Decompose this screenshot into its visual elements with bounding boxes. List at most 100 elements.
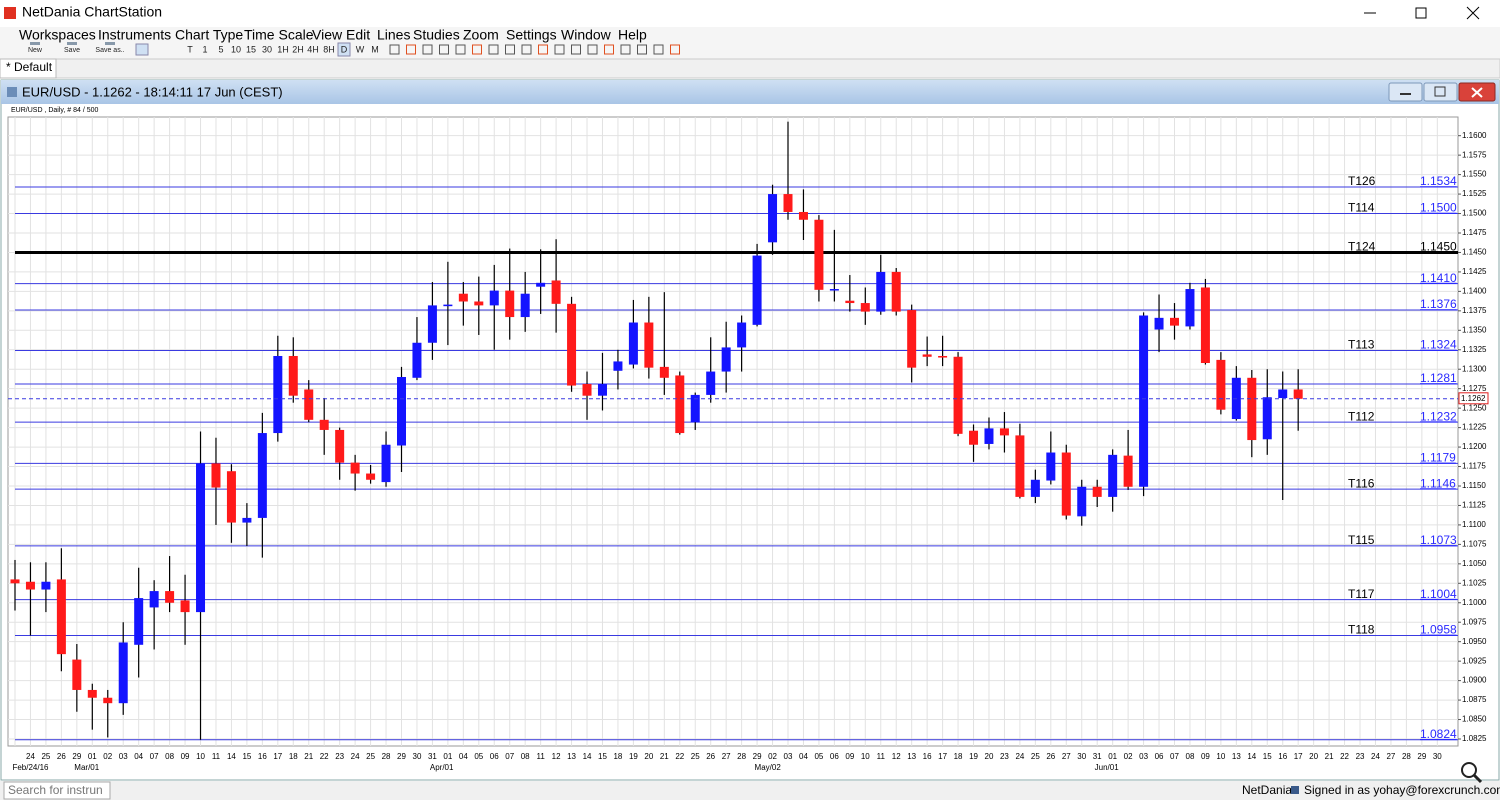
- toolbar-button[interactable]: Save: [64, 47, 80, 54]
- menu-item[interactable]: Help: [618, 27, 647, 43]
- status-bar: [0, 781, 1500, 800]
- timescale-button[interactable]: 1: [202, 44, 207, 54]
- toolbar-button[interactable]: Save as..: [95, 47, 124, 54]
- toolbar-icon[interactable]: [455, 44, 466, 55]
- timescale-button[interactable]: 15: [246, 44, 256, 54]
- timescale-button[interactable]: 2H: [292, 44, 304, 54]
- status-icon: [1291, 786, 1299, 794]
- tab[interactable]: [0, 58, 57, 79]
- x-tick-label: 20: [1309, 752, 1318, 761]
- x-tick-label: 29: [72, 752, 81, 761]
- level-name: T117: [1348, 587, 1375, 601]
- search-box[interactable]: [3, 781, 111, 800]
- candle-body: [536, 282, 546, 287]
- x-tick-label: 20: [644, 752, 653, 761]
- x-tick-label: 02: [768, 752, 777, 761]
- timescale-button[interactable]: 10: [231, 44, 241, 54]
- toolbar-icon[interactable]: [472, 44, 482, 55]
- close-button[interactable]: [1466, 6, 1480, 20]
- x-tick-label: 06: [490, 752, 499, 761]
- candle-body: [1108, 454, 1118, 497]
- menu-item[interactable]: Workspaces: [19, 27, 96, 43]
- candle-body: [551, 280, 561, 304]
- toolbar-icon[interactable]: [620, 44, 631, 55]
- x-tick-label: 27: [722, 752, 731, 761]
- candle-body: [1216, 359, 1226, 410]
- tab-label[interactable]: * Default: [6, 60, 53, 74]
- toolbar-icon[interactable]: [505, 44, 515, 55]
- menu-item[interactable]: Zoom: [463, 27, 499, 43]
- toolbar-icon[interactable]: [538, 44, 548, 55]
- x-tick-label: 14: [1247, 752, 1256, 761]
- menu-item[interactable]: Studies: [413, 27, 460, 43]
- x-tick-label: 28: [382, 752, 391, 761]
- toolbar-icon[interactable]: [389, 44, 400, 55]
- candle-body: [999, 428, 1009, 436]
- chart-minimize[interactable]: [1388, 82, 1423, 102]
- level-name: T113: [1348, 338, 1375, 352]
- chart-subtitle: EUR/USD , Daily, # 84 / 500: [11, 107, 99, 114]
- toolbar-icon[interactable]: [554, 44, 565, 55]
- toolbar-icon[interactable]: [422, 44, 433, 55]
- toolbar-icon[interactable]: [521, 44, 532, 55]
- timescale-button[interactable]: M: [371, 44, 379, 54]
- x-tick-label: 30: [1433, 752, 1442, 761]
- timescale-button[interactable]: 30: [262, 44, 272, 54]
- timescale-button[interactable]: D: [341, 44, 348, 54]
- toolbar-icon[interactable]: [439, 44, 449, 55]
- menu-item[interactable]: Window: [561, 27, 612, 43]
- candle-body: [1077, 486, 1087, 517]
- menu-item[interactable]: Time Scale: [244, 27, 314, 43]
- toolbar-icon[interactable]: [604, 44, 614, 55]
- search-placeholder[interactable]: Search for instrun: [8, 783, 103, 797]
- y-tick-label: 1.1325: [1462, 345, 1487, 354]
- maximize-button[interactable]: [1415, 7, 1427, 19]
- toolbar-icon[interactable]: [488, 44, 499, 55]
- menu-item[interactable]: Chart Type: [175, 27, 243, 43]
- chart-restore[interactable]: [1423, 82, 1458, 102]
- toolbar-icon[interactable]: [135, 43, 149, 56]
- x-tick-label: 11: [536, 752, 545, 761]
- timescale-button[interactable]: 5: [218, 44, 223, 54]
- toolbar-icon[interactable]: [67, 42, 77, 45]
- candle-body: [319, 419, 329, 430]
- toolbar-icon[interactable]: [637, 44, 647, 55]
- timescale-button[interactable]: T: [187, 44, 193, 54]
- candle-body: [474, 301, 484, 306]
- menu-item[interactable]: View: [312, 27, 343, 43]
- x-tick-label: 13: [907, 752, 916, 761]
- x-tick-label: 01: [88, 752, 97, 761]
- toolbar-icon[interactable]: [653, 44, 664, 55]
- candle-body: [103, 697, 113, 704]
- signed-in: Signed in as yohay@forexcrunch.com: [1304, 783, 1500, 797]
- zoom-icon[interactable]: [1461, 762, 1477, 778]
- x-tick-label: 02: [1124, 752, 1133, 761]
- toolbar-icon[interactable]: [406, 44, 416, 55]
- timescale-button[interactable]: 1H: [277, 44, 289, 54]
- window-title: NetDania ChartStation: [22, 4, 162, 20]
- toolbar-icon[interactable]: [105, 42, 115, 45]
- candle-body: [1293, 389, 1303, 399]
- menu-item[interactable]: Settings: [506, 27, 557, 43]
- level-name: T126: [1348, 174, 1376, 188]
- month-label: Jun/01: [1095, 763, 1120, 772]
- timescale-button[interactable]: W: [356, 44, 365, 54]
- candle-body: [443, 304, 453, 307]
- toolbar-icon[interactable]: [587, 44, 598, 55]
- toolbar-button[interactable]: New: [28, 47, 43, 54]
- y-tick-label: 1.1050: [1462, 559, 1487, 568]
- menu-item[interactable]: Lines: [377, 27, 410, 43]
- x-tick-label: 08: [165, 752, 174, 761]
- y-tick-label: 1.1450: [1462, 248, 1487, 257]
- menu-item[interactable]: Instruments: [98, 27, 171, 43]
- menu-item[interactable]: Edit: [346, 27, 370, 43]
- timescale-button[interactable]: 4H: [307, 44, 319, 54]
- candle-body: [845, 300, 855, 304]
- toolbar-icon[interactable]: [670, 44, 680, 55]
- x-tick-label: 26: [1046, 752, 1055, 761]
- x-tick-label: 19: [969, 752, 978, 761]
- toolbar-icon[interactable]: [30, 42, 40, 45]
- timescale-button[interactable]: 8H: [323, 44, 335, 54]
- toolbar-icon[interactable]: [571, 44, 581, 55]
- candle-body: [1185, 289, 1195, 327]
